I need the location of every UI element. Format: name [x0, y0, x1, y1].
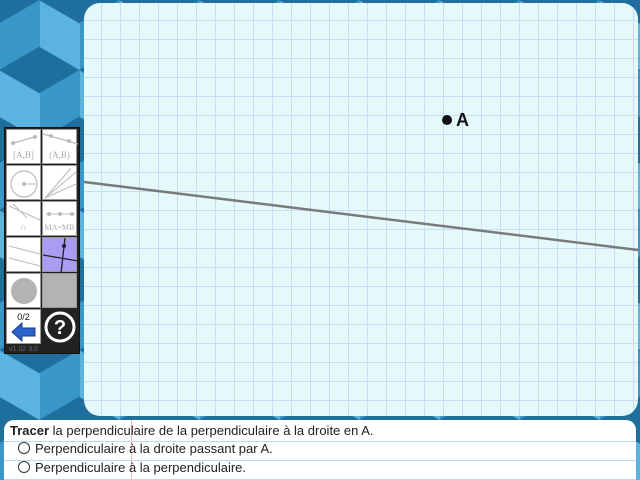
perpendicular-tool-button[interactable]	[42, 237, 78, 273]
step-counter: 0/2	[17, 312, 30, 322]
point-a[interactable]	[442, 115, 452, 125]
filled-circle-icon	[11, 278, 37, 304]
undo-button[interactable]: 0/2	[6, 309, 41, 344]
drawing-canvas[interactable]: A	[84, 3, 638, 416]
parallel-icon	[8, 245, 41, 267]
option-2-label: Perpendiculaire à la perpendiculaire.	[35, 460, 247, 475]
intersection-tool-button[interactable]: ∩	[6, 201, 41, 236]
instructions-panel: Tracer la perpendiculaire de la perpendi…	[4, 420, 636, 480]
back-arrow-icon	[11, 321, 36, 343]
tool-palette: [A,B] (A,B) ∩ MA=M	[4, 127, 80, 354]
intersection-tool-label: ∩	[20, 222, 27, 232]
segment-tool-label: [A,B]	[13, 150, 34, 160]
given-line[interactable]	[84, 180, 638, 252]
option-1[interactable]: Perpendiculaire à la droite passant par …	[18, 441, 273, 456]
segment-icon	[10, 135, 38, 145]
gray-square-tool-button[interactable]	[42, 273, 77, 308]
help-button[interactable]: ?	[42, 309, 77, 344]
circle-tool-button[interactable]	[6, 165, 41, 200]
instruction-verb: Tracer	[10, 423, 50, 438]
margin-line	[131, 420, 132, 480]
circle-icon	[10, 170, 38, 198]
equal-length-icon	[46, 212, 75, 216]
option-2[interactable]: Perpendiculaire à la perpendiculaire.	[18, 460, 246, 475]
instruction-body: la perpendiculaire de la perpendiculaire…	[49, 423, 374, 438]
canvas-drawing	[84, 115, 638, 252]
parallel-tool-button[interactable]	[6, 237, 41, 272]
ray-icon	[43, 133, 78, 145]
ray-tool-label: (A,B)	[49, 150, 70, 160]
option-1-label: Perpendiculaire à la droite passant par …	[35, 441, 273, 456]
segment-tool-button[interactable]: [A,B]	[6, 129, 41, 164]
lines-icon	[44, 167, 77, 199]
intersection-icon	[8, 203, 41, 221]
version-text: v1.02 3.0	[9, 346, 38, 353]
radio-icon[interactable]	[18, 442, 30, 454]
fill-circle-tool-button[interactable]	[6, 273, 41, 308]
radio-icon[interactable]	[18, 461, 30, 473]
svg-text:?: ?	[54, 317, 66, 339]
perpendicular-icon	[43, 238, 78, 273]
help-icon: ?	[44, 311, 76, 343]
equal-length-tool-button[interactable]: MA=MB	[42, 201, 77, 236]
equal-length-tool-label: MA=MB	[44, 223, 75, 232]
ray-tool-button[interactable]: (A,B)	[42, 129, 78, 164]
instruction-text: Tracer la perpendiculaire de la perpendi…	[10, 423, 374, 438]
point-a-label: A	[456, 110, 469, 130]
lines-tool-button[interactable]	[42, 165, 77, 200]
